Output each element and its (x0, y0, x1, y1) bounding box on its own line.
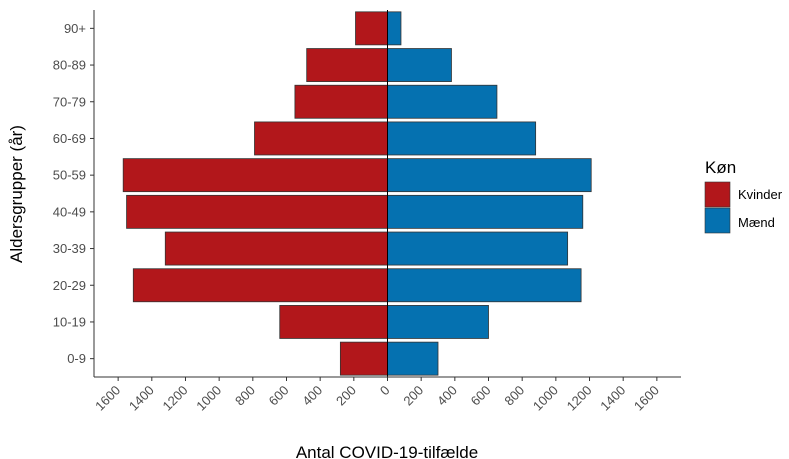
x-tick-label: 600 (468, 383, 494, 409)
y-tick-label: 60-69 (53, 131, 86, 146)
x-tick-label: 600 (266, 383, 292, 409)
legend-key-maend (704, 207, 731, 234)
y-tick-label: 80-89 (53, 58, 86, 73)
x-axis-ticks: 1600 1400 1200 1000 800 600 400 200 0 200 400 600 80… (92, 377, 662, 414)
x-tick-label: 1600 (92, 383, 123, 414)
y-tick-label: 50-59 (53, 168, 86, 183)
x-tick-label: 800 (232, 383, 258, 409)
bar-kvinder-90plus (355, 11, 388, 46)
bar-maend-50-59 (387, 158, 592, 193)
x-tick-label: 1200 (160, 383, 191, 414)
x-tick-label: 200 (400, 383, 426, 409)
bar-kvinder-60-69 (254, 121, 388, 156)
x-tick-label: 1400 (597, 383, 628, 414)
bars-group (122, 11, 592, 376)
bar-maend-40-49 (387, 194, 584, 229)
bar-kvinder-20-29 (132, 268, 388, 303)
y-tick-label: 70-79 (53, 94, 86, 109)
x-tick-label: 1000 (530, 383, 561, 414)
bar-maend-10-19 (387, 305, 489, 339)
bar-kvinder-10-19 (279, 305, 388, 339)
bar-maend-20-29 (387, 268, 582, 303)
x-tick-label: 1000 (193, 383, 224, 414)
bar-maend-60-69 (387, 121, 537, 156)
bar-kvinder-30-39 (164, 231, 388, 266)
x-tick-label: 0 (377, 383, 393, 399)
x-tick-label: 800 (501, 383, 527, 409)
bar-maend-30-39 (387, 231, 569, 266)
bar-kvinder-80-89 (306, 48, 388, 82)
x-tick-label: 200 (333, 383, 359, 409)
bar-maend-90plus (387, 11, 402, 46)
x-tick-label: 400 (299, 383, 325, 409)
x-tick-label: 1600 (631, 383, 662, 414)
legend-label-kvinder: Kvinder (738, 187, 783, 202)
y-tick-label: 90+ (64, 21, 86, 36)
bar-maend-0-9 (387, 341, 439, 376)
x-tick-label: 1200 (564, 383, 595, 414)
y-tick-label: 0-9 (67, 351, 86, 366)
legend-label-maend: Mænd (738, 215, 775, 230)
bar-kvinder-50-59 (122, 158, 388, 193)
legend: Køn Kvinder Mænd (704, 158, 783, 234)
bar-kvinder-70-79 (294, 84, 388, 119)
x-axis-title: Antal COVID-19-tilfælde (296, 443, 478, 459)
legend-key-kvinder (704, 181, 731, 208)
x-tick-label: 1400 (126, 383, 157, 414)
y-axis-title: Aldersgrupper (år) (7, 125, 26, 263)
x-tick-label: 400 (434, 383, 460, 409)
legend-title: Køn (705, 158, 736, 177)
y-tick-label: 20-29 (53, 278, 86, 293)
bar-kvinder-0-9 (339, 341, 388, 376)
y-tick-label: 40-49 (53, 204, 86, 219)
bar-kvinder-40-49 (126, 194, 388, 229)
bar-maend-70-79 (387, 84, 498, 119)
y-tick-label: 30-39 (53, 241, 86, 256)
bar-maend-80-89 (387, 48, 452, 82)
y-tick-label: 10-19 (53, 314, 86, 329)
y-axis-ticks: 0-9 10-19 20-29 30-39 40-49 50-59 60-69 70-79 80… (53, 21, 94, 366)
